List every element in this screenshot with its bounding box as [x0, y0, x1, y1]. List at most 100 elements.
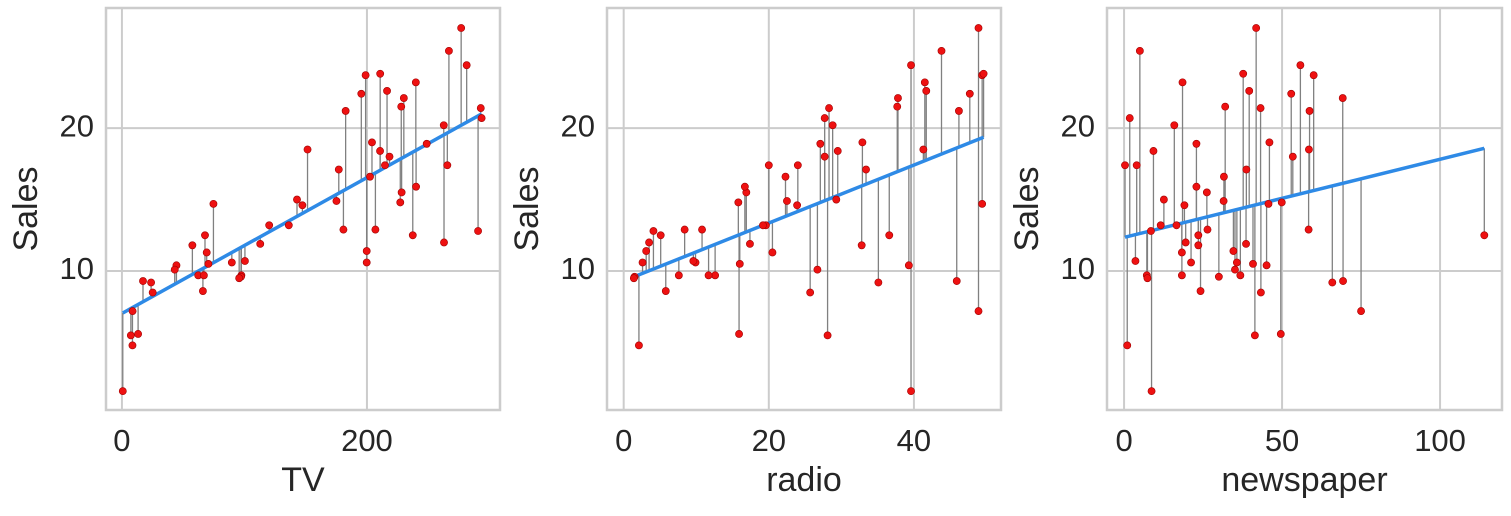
point [147, 278, 155, 287]
point [828, 121, 837, 130]
point [341, 107, 350, 115]
x-tick-label: 0 [615, 423, 632, 458]
point [1265, 138, 1274, 147]
fit-line [121, 112, 483, 315]
point [1256, 288, 1265, 297]
point [1236, 271, 1245, 280]
point [885, 231, 894, 240]
point [1229, 247, 1238, 255]
point [1159, 195, 1168, 204]
point [1177, 248, 1186, 257]
point [735, 259, 744, 268]
point [1156, 221, 1165, 230]
point [128, 341, 137, 350]
point [820, 114, 829, 122]
point [1194, 241, 1203, 250]
point [209, 199, 218, 208]
point [366, 172, 374, 181]
point [1256, 104, 1265, 112]
point [680, 225, 689, 234]
point [1125, 114, 1134, 122]
y-tick-label: 10 [1061, 251, 1095, 286]
point [339, 225, 348, 234]
point [362, 258, 371, 267]
point [1172, 221, 1181, 230]
point [781, 172, 790, 181]
fit-line [1124, 146, 1485, 239]
y-axis-label: Sales [1008, 166, 1046, 251]
point [920, 78, 929, 87]
point [1220, 172, 1228, 181]
point [199, 287, 207, 295]
point [188, 241, 197, 250]
point [399, 94, 408, 102]
point [408, 231, 417, 240]
point [1196, 287, 1205, 295]
x-tick-label: 40 [897, 423, 931, 458]
point [813, 265, 822, 274]
x-tick-label: 100 [1414, 423, 1466, 458]
point [759, 221, 767, 230]
point [357, 89, 366, 98]
point [199, 271, 208, 280]
point [1135, 46, 1144, 55]
x-axis-label: TV [281, 461, 325, 499]
point [332, 197, 341, 205]
point [1192, 139, 1201, 148]
point [376, 147, 384, 155]
x-tick-label: 200 [341, 423, 393, 458]
point [1264, 199, 1273, 208]
point [422, 139, 431, 148]
point [368, 138, 376, 147]
point [1192, 182, 1201, 191]
x-axis-label: radio [766, 461, 842, 499]
point [303, 145, 312, 154]
point [907, 61, 915, 70]
point [783, 197, 791, 205]
point [1309, 71, 1318, 80]
point [1131, 257, 1140, 265]
point [816, 139, 825, 148]
point [204, 259, 213, 268]
point [1276, 330, 1285, 338]
point [978, 199, 987, 208]
point [1328, 278, 1337, 287]
point [979, 69, 988, 78]
point [445, 46, 453, 55]
point [1187, 258, 1195, 267]
point [638, 258, 647, 267]
point [768, 248, 777, 257]
point [857, 241, 866, 250]
y-tick-label: 20 [561, 108, 595, 143]
point [361, 71, 370, 80]
point [385, 152, 394, 161]
point [1252, 24, 1261, 32]
point [118, 387, 127, 396]
point [381, 161, 389, 170]
point [397, 102, 406, 111]
point [396, 198, 405, 207]
point [1277, 198, 1286, 207]
point [412, 182, 420, 191]
x-tick-label: 20 [752, 423, 786, 458]
point [1132, 161, 1141, 170]
point [698, 225, 706, 234]
point [907, 387, 915, 396]
point [1287, 89, 1296, 98]
point [974, 307, 983, 315]
point [922, 87, 931, 95]
point [1178, 78, 1187, 87]
point [734, 198, 743, 207]
point [227, 258, 236, 267]
point [284, 221, 293, 230]
point [440, 238, 448, 247]
point [833, 147, 842, 155]
point [1249, 259, 1257, 268]
point [334, 165, 343, 174]
point [952, 277, 961, 285]
point [656, 231, 665, 240]
point [474, 227, 482, 235]
point [201, 231, 209, 240]
point [642, 247, 651, 255]
point [904, 261, 913, 270]
